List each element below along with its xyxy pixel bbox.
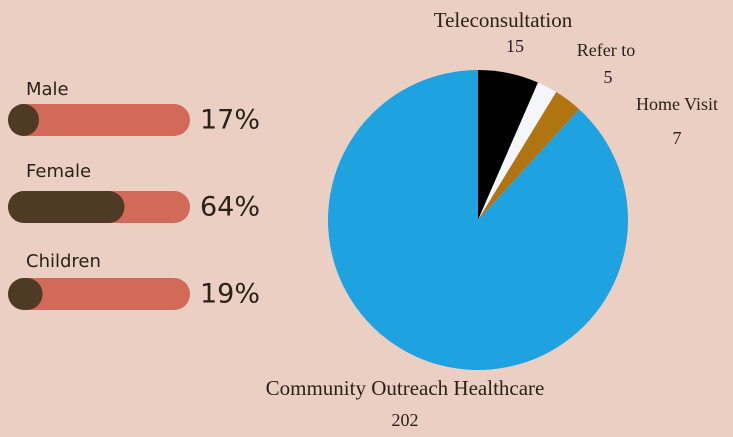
slice-value: 202: [392, 410, 419, 430]
slice-label: Refer to: [577, 40, 635, 60]
pie-slice: [478, 70, 539, 220]
pie-slice: [478, 92, 580, 220]
bar-fill: [8, 278, 43, 310]
bar-label: Female: [26, 161, 91, 182]
value-label: 64%: [200, 192, 260, 223]
pie-slice: [328, 70, 629, 370]
slice-label: Community Outreach Healthcare: [266, 376, 545, 400]
value-label: 19%: [200, 279, 260, 310]
bar-track: [8, 104, 190, 136]
bar-fill: [8, 191, 125, 223]
pie-slice: [478, 82, 557, 221]
bar-fill: [8, 104, 39, 136]
bar-label: Children: [26, 251, 101, 272]
slice-value: 7: [673, 128, 682, 148]
slice-label: Teleconsultation: [434, 8, 573, 32]
slice-value: 5: [604, 67, 613, 87]
bar-label: Male: [26, 79, 69, 100]
slice-value: 15: [506, 36, 524, 56]
bar-track: [8, 278, 190, 310]
slice-label: Home Visit: [636, 94, 718, 114]
value-label: 17%: [200, 105, 260, 136]
